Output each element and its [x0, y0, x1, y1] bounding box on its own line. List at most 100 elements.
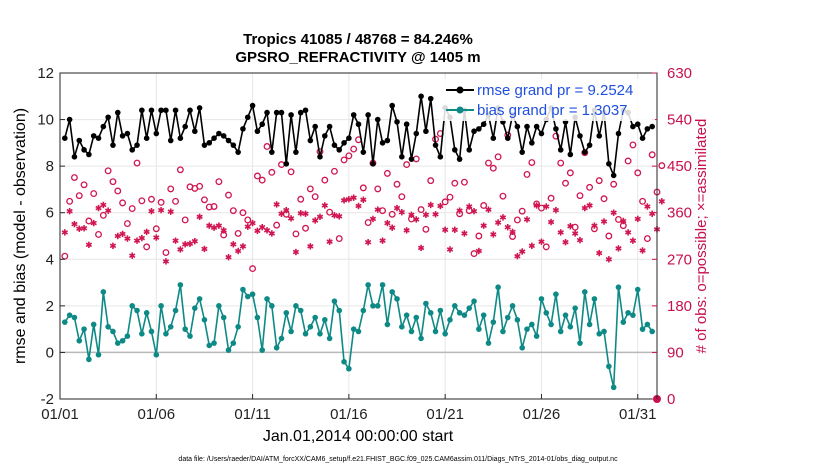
assimilated-stroke — [620, 218, 627, 224]
data-point — [355, 121, 362, 128]
assimilated-stroke — [596, 250, 603, 256]
data-point — [639, 326, 646, 332]
data-point — [297, 109, 304, 116]
assimilated-stroke — [297, 210, 304, 216]
assimilated-point — [610, 209, 617, 216]
data-point — [408, 328, 415, 335]
possible-point — [152, 225, 160, 233]
assimilated-point — [451, 226, 458, 233]
assimilated-point — [129, 252, 136, 259]
assimilated-point — [389, 224, 396, 231]
assimilated-stroke — [413, 217, 420, 222]
data-point — [374, 116, 381, 123]
assimilated-point — [639, 247, 646, 254]
possible-point — [480, 202, 488, 209]
possible-point — [80, 181, 88, 189]
possible-point — [306, 185, 314, 193]
data-point — [341, 358, 347, 365]
assimilated-stroke — [509, 229, 516, 235]
data-point — [110, 328, 116, 335]
assimilated-stroke — [114, 233, 121, 239]
possible-point — [398, 193, 406, 201]
data-point — [100, 123, 107, 130]
assimilated-point — [393, 204, 401, 212]
assimilated-point — [557, 229, 564, 236]
possible-point — [528, 159, 536, 166]
assimilated-stroke — [576, 237, 584, 243]
assimilated-stroke — [71, 221, 78, 227]
data-point — [124, 130, 131, 137]
assimilated-point — [239, 243, 247, 250]
data-point — [341, 140, 347, 146]
data-point — [509, 303, 516, 309]
data-point — [427, 310, 434, 316]
possible-point — [302, 224, 309, 232]
possible-point — [90, 190, 98, 198]
data-point — [610, 384, 617, 391]
assimilated-point — [624, 229, 632, 236]
possible-point — [253, 172, 261, 180]
assimilated-stroke — [133, 238, 141, 243]
data-point — [158, 107, 164, 114]
assimilated-stroke — [273, 202, 280, 207]
assimilated-stroke — [562, 239, 569, 245]
possible-point — [485, 159, 492, 167]
possible-point — [181, 216, 189, 224]
data-point — [211, 135, 217, 141]
assimilated-stroke — [157, 207, 165, 213]
possible-point — [335, 235, 343, 243]
data-point — [644, 126, 651, 132]
data-point — [321, 317, 328, 323]
possible-point — [470, 250, 478, 258]
data-point — [326, 123, 333, 130]
assimilated-stroke — [311, 218, 319, 223]
data-point — [471, 128, 477, 135]
data-point — [384, 321, 391, 328]
y-tick-label: 0 — [46, 344, 54, 361]
possible-point — [128, 205, 136, 213]
data-point — [577, 340, 583, 346]
possible-point — [297, 195, 305, 203]
data-point — [581, 149, 588, 155]
assimilated-stroke — [369, 216, 377, 222]
data-point — [230, 340, 237, 346]
data-point — [254, 128, 261, 135]
data-point — [403, 312, 410, 318]
y-right-tick-label: 270 — [667, 251, 692, 268]
possible-point — [475, 232, 483, 240]
data-point — [331, 298, 338, 305]
assimilated-stroke — [119, 231, 126, 237]
data-point — [105, 324, 111, 330]
data-point — [288, 112, 294, 118]
assimilated-point — [201, 245, 208, 253]
assimilated-point — [634, 215, 641, 223]
assimilated-stroke — [278, 211, 285, 217]
left-axis-ticks: -2 0 2 4 6 8 10 12 — [37, 65, 65, 408]
data-point — [240, 126, 246, 132]
assimilated-point — [167, 208, 174, 215]
data-point — [374, 303, 381, 309]
assimilated-point — [283, 206, 290, 214]
data-point — [326, 335, 333, 342]
assimilated-stroke — [345, 196, 353, 202]
assimilated-point — [316, 213, 324, 221]
data-point — [134, 307, 140, 314]
legend: rmse grand pr = 9.2524 bias grand pr = 1… — [439, 79, 655, 121]
data-point — [336, 307, 343, 314]
possible-point — [388, 210, 396, 218]
data-point — [350, 112, 357, 118]
data-point — [451, 303, 458, 309]
data-point — [519, 344, 525, 351]
x-tick-label: 01/11 — [234, 406, 270, 423]
assimilated-stroke — [605, 256, 613, 262]
possible-point — [600, 195, 608, 203]
data-point — [312, 314, 318, 321]
assimilated-stroke — [649, 211, 656, 217]
data-point — [634, 286, 641, 293]
possible-point — [225, 191, 232, 199]
assimilated-point — [528, 242, 535, 250]
assimilated-point — [547, 218, 555, 226]
assimilated-stroke — [384, 220, 391, 226]
assimilated-stroke — [239, 244, 247, 249]
data-point — [269, 303, 275, 309]
